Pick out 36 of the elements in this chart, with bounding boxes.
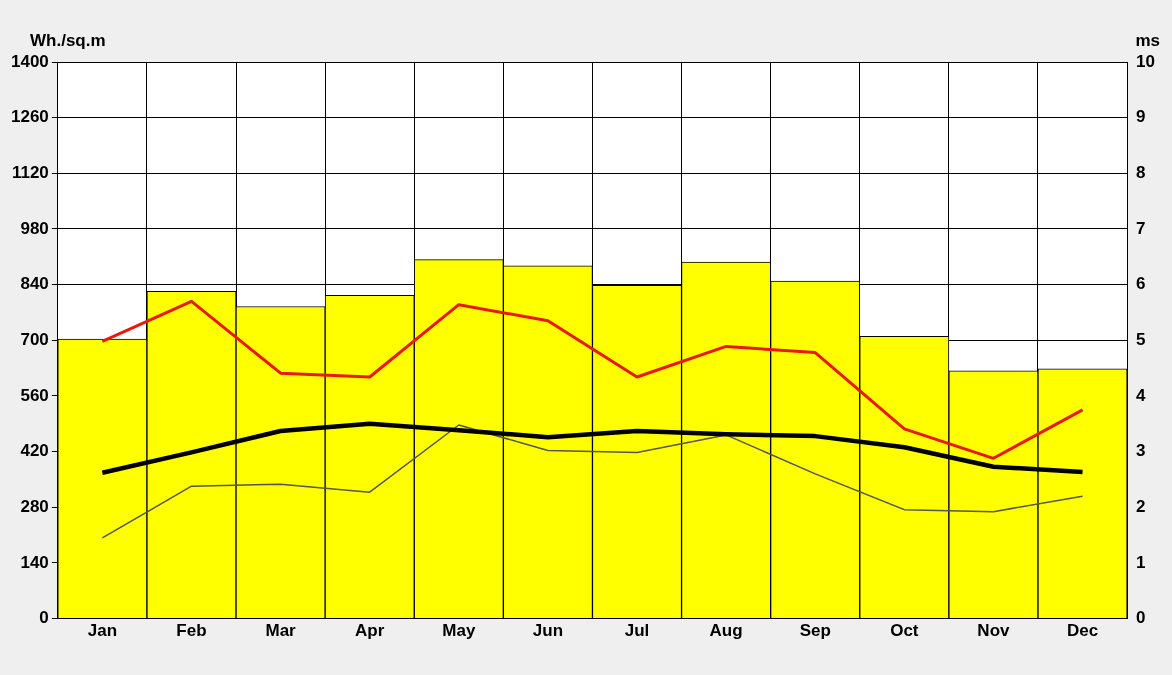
x-tick-label: Aug (709, 621, 743, 641)
x-tick-label: Sep (799, 621, 831, 641)
x-tick-label: Mar (265, 621, 297, 641)
y2-tick-label: 8 (1136, 163, 1146, 183)
x-tick-label: May (442, 621, 476, 641)
y-tick-label: 280 (20, 496, 49, 516)
y-tick-label: 1400 (10, 51, 49, 71)
y-tick-label: 1260 (10, 107, 49, 127)
y-axis-title: Wh./sq.m (30, 31, 106, 51)
x-tick-label: Feb (176, 621, 207, 641)
y2-axis-title: ms (1135, 31, 1160, 51)
x-tick-label: Oct (890, 621, 919, 641)
x-tick-label: Jun (532, 621, 564, 641)
y2-tick-label: 0 (1136, 608, 1146, 628)
y2-tick-label: 10 (1136, 51, 1156, 71)
y-tick-label: 140 (20, 552, 49, 572)
y2-tick-label: 3 (1136, 441, 1146, 461)
y2-tick-label: 9 (1136, 107, 1146, 127)
x-tick-label: Dec (1066, 621, 1099, 641)
y-tick-label: 840 (20, 274, 49, 294)
x-tick-label: Jul (624, 621, 650, 641)
y2-tick-label: 6 (1136, 274, 1146, 294)
x-tick-label: Nov (977, 621, 1011, 641)
y2-tick-label: 7 (1136, 218, 1146, 238)
y2-tick-label: 4 (1136, 385, 1147, 405)
y2-tick-label: 5 (1136, 329, 1146, 349)
y2-tick-label: 2 (1136, 496, 1146, 516)
y-tick-label: 980 (20, 218, 49, 238)
x-tick-label: Jan (87, 621, 118, 641)
y-tick-label: 0 (39, 608, 49, 628)
y-tick-label: 420 (20, 441, 49, 461)
y-tick-label: 700 (20, 329, 49, 349)
y-tick-label: 560 (20, 385, 49, 405)
y-tick-label: 1120 (11, 163, 49, 183)
y2-tick-label: 1 (1136, 552, 1146, 572)
x-tick-label: Apr (355, 621, 385, 641)
